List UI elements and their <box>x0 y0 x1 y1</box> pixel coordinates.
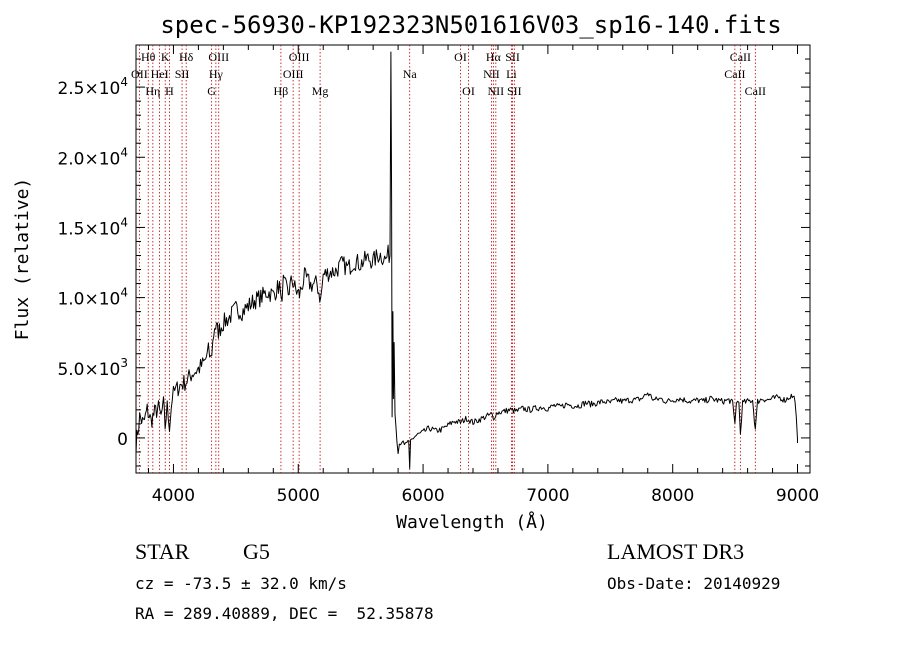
spectral-line-label: Mg <box>312 84 329 98</box>
y-axis-label: Flux (relative) <box>12 178 33 341</box>
x-tick-label: 7000 <box>526 486 569 506</box>
y-tick-label: 0 <box>117 430 128 450</box>
spectral-line-label: Hγ <box>209 67 224 81</box>
spectral-line-label: CaII <box>730 50 751 64</box>
spectrum-series-line <box>135 51 798 469</box>
y-tick-label: 5.0×103 <box>57 356 128 380</box>
spectral-line-label: G <box>207 84 216 98</box>
redshift-velocity: cz = -73.5 ± 32.0 km/s <box>135 574 347 593</box>
spectral-line-label: SII <box>505 50 520 64</box>
y-tick-label: 1.5×104 <box>57 215 128 239</box>
y-tick-label: 2.0×104 <box>57 145 128 169</box>
spectral-line-label: SII <box>507 84 522 98</box>
spectral-line-label: SII <box>175 67 190 81</box>
spectral-line-label: NII <box>483 67 500 81</box>
spectral-line-label: Na <box>403 67 418 81</box>
spectral-line-label: CaII <box>724 67 745 81</box>
x-tick-label: 9000 <box>776 486 819 506</box>
y-tick-label: 2.5×104 <box>57 75 128 99</box>
x-tick-label: 8000 <box>651 486 694 506</box>
object-subclass: G5 <box>243 539 270 564</box>
spectral-line-label: Hδ <box>179 50 194 64</box>
spectral-line-label: HeI <box>151 67 169 81</box>
spectral-line-label: OI <box>454 50 467 64</box>
spectral-line-label: H <box>165 84 174 98</box>
y-tick-labels: 0 5.0×103 1.0×104 1.5×104 2.0×104 2.5×104 <box>57 75 128 450</box>
spectral-line-label: OIII <box>289 50 310 64</box>
x-tick-label: 4000 <box>152 486 195 506</box>
spectral-line-label: Hη <box>145 84 160 98</box>
spectral-line-label: OI <box>462 84 475 98</box>
spectral-line-label: OIII <box>208 50 229 64</box>
plot-frame <box>135 44 811 474</box>
spectral-line-label: OII <box>131 67 148 81</box>
spectral-line-label: OIII <box>283 67 304 81</box>
spectral-line-label: CaII <box>745 84 766 98</box>
object-class: STAR <box>135 539 190 564</box>
spectral-line-label: K <box>161 50 170 64</box>
x-tick-label: 6000 <box>401 486 444 506</box>
spectral-line-label: Li <box>506 67 517 81</box>
x-axis-label: Wavelength (Å) <box>396 511 548 533</box>
spectral-line-label: Hβ <box>274 84 289 98</box>
axis-ticks <box>136 45 810 473</box>
x-tick-labels: 4000 5000 6000 7000 8000 9000 <box>152 486 819 506</box>
spectral-line-labels: Hθ OII K HeI Hη H Hδ SII OIII Hγ G OIII OIII Hβ Mg Na OI… <box>131 50 766 98</box>
chart-title: spec-56930-KP192323N501616V03_sp16-140.f… <box>160 11 781 39</box>
spectral-line-label: NII <box>488 84 505 98</box>
observation-date: Obs-Date: 20140929 <box>607 574 780 593</box>
x-tick-label: 5000 <box>277 486 320 506</box>
survey-name: LAMOST DR3 <box>607 539 744 564</box>
coordinates: RA = 289.40889, DEC = 52.35878 <box>135 604 434 623</box>
spectral-line-markers <box>138 45 756 473</box>
spectral-line-label: Hα <box>486 50 502 64</box>
spectral-line-label: Hθ <box>141 50 156 64</box>
y-tick-label: 1.0×104 <box>57 286 128 310</box>
